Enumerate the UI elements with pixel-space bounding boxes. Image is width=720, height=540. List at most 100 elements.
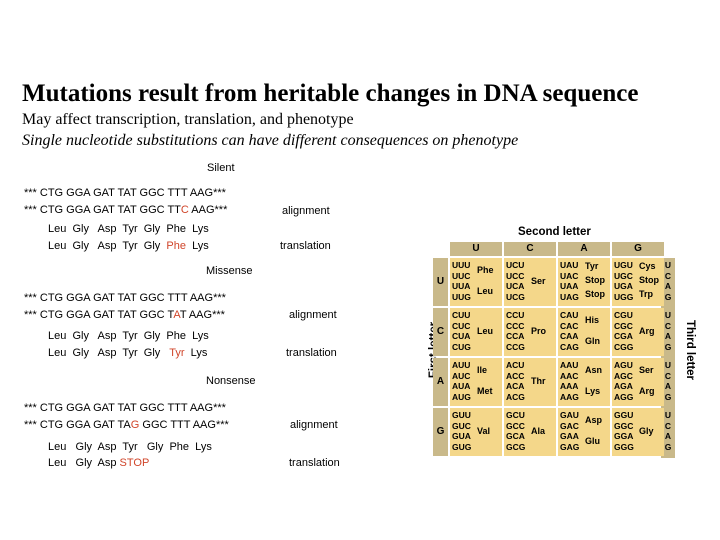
- silent-heading: Silent: [207, 162, 235, 174]
- silent-seq-mutant: *** CTG GGA GAT TAT GGC TTC AAG***: [24, 204, 228, 216]
- codon-list: GUU GUC GUA GUG: [452, 410, 472, 452]
- codon-row-header: G: [433, 408, 448, 456]
- third-letter-label: Third letter: [684, 319, 696, 381]
- amino-acid-label: Asp: [585, 415, 603, 425]
- nonsense-mutation: G: [130, 419, 140, 431]
- nonsense-seq-mutant: *** CTG GGA GAT TAG GGC TTT AAG***: [24, 419, 229, 431]
- nonsense-aa-mutant: Leu Gly Asp STOP: [48, 457, 150, 469]
- codon-cell: UAU UAC UAA UAG Tyr Stop Stop: [558, 258, 610, 306]
- missense-heading: Missense: [206, 265, 253, 277]
- amino-acid-label: Lys: [585, 386, 601, 396]
- codon-row-header: A: [433, 358, 448, 406]
- amino-acid-label: Ser: [639, 365, 654, 375]
- nonsense-stop: STOP: [119, 457, 150, 469]
- amino-acid-label: Arg: [639, 386, 655, 396]
- codon-list: CGU CGC CGA CGG: [614, 310, 634, 352]
- nonsense-aa-original: Leu Gly Asp Tyr Gly Phe Lys: [48, 441, 212, 453]
- codon-cell: AUU AUC AUA AUG Ile Met: [450, 358, 502, 406]
- codon-cell: CCU CCC CCA CCG Pro: [504, 308, 556, 356]
- missense-aa-mutant: Leu Gly Asp Tyr Gly Tyr Lys: [48, 347, 208, 359]
- codon-list: GAU GAC GAA GAG: [560, 410, 580, 452]
- codon-cell: UCU UCC UCA UCG Ser: [504, 258, 556, 306]
- codon-cell: UUU UUC UUA UUG Phe Leu: [450, 258, 502, 306]
- amino-acid-label: Pro: [531, 326, 547, 336]
- codon-col-header: C: [504, 242, 556, 256]
- nonsense-seq-original: *** CTG GGA GAT TAT GGC TTT AAG***: [24, 402, 226, 414]
- amino-acid-label: Asn: [585, 365, 603, 375]
- slide-title: Mutations result from heritable changes …: [22, 80, 639, 107]
- codon-cell: GAU GAC GAA GAG Asp Glu: [558, 408, 610, 456]
- codon-col-header: U: [450, 242, 502, 256]
- missense-seq-original: *** CTG GGA GAT TAT GGC TTT AAG***: [24, 292, 226, 304]
- codon-row-header: C: [433, 308, 448, 356]
- codon-list: AGU AGC AGA AGG: [614, 360, 634, 402]
- subtitle-1: May affect transcription, translation, a…: [22, 111, 354, 128]
- codon-col-header: G: [612, 242, 664, 256]
- codon-cell: CGU CGC CGA CGG Arg: [612, 308, 664, 356]
- codon-third-letters: U C A G: [661, 308, 675, 358]
- silent-translation-label: translation: [280, 240, 331, 252]
- codon-third-letters: U C A G: [661, 408, 675, 458]
- nonsense-translation-label: translation: [289, 457, 340, 469]
- missense-aa-change: Tyr: [169, 347, 185, 359]
- silent-aa-change: Phe: [166, 240, 186, 252]
- missense-translation-label: translation: [286, 347, 337, 359]
- missense-mutation: A: [173, 309, 180, 321]
- amino-acid-label: Ser: [531, 276, 546, 286]
- amino-acid-label: Thr: [531, 376, 546, 386]
- codon-list: AUU AUC AUA AUG: [452, 360, 471, 402]
- codon-cell: AGU AGC AGA AGG Ser Arg: [612, 358, 664, 406]
- amino-acid-label: His: [585, 315, 600, 325]
- amino-acid-label: Met: [477, 386, 493, 396]
- codon-list: GCU GCC GCA GCG: [506, 410, 526, 452]
- codon-list: UAU UAC UAA UAG: [560, 260, 579, 302]
- codon-list: UGU UGC UGA UGG: [614, 260, 634, 302]
- subtitle-2: Single nucleotide substitutions can have…: [22, 132, 519, 149]
- nonsense-heading: Nonsense: [206, 375, 256, 387]
- amino-acid-label: Leu: [477, 326, 494, 336]
- amino-acid-label: Cys: [639, 261, 656, 271]
- codon-third-letters: U C A G: [661, 258, 675, 308]
- amino-acid-label: Gly: [639, 426, 654, 436]
- amino-acid-label: Stop: [585, 289, 605, 299]
- amino-acid-label: Gln: [585, 336, 600, 346]
- silent-mutation: C: [180, 204, 189, 216]
- amino-acid-label: Glu: [585, 436, 600, 446]
- codon-cell: ACU ACC ACA ACG Thr: [504, 358, 556, 406]
- codon-list: AAU AAC AAA AAG: [560, 360, 579, 402]
- codon-list: CUU CUC CUA CUG: [452, 310, 471, 352]
- codon-col-header: A: [558, 242, 610, 256]
- silent-alignment-label: alignment: [282, 205, 330, 217]
- amino-acid-label: Arg: [639, 326, 655, 336]
- codon-cell: UGU UGC UGA UGG Cys Stop Trp: [612, 258, 664, 306]
- codon-cell: GUU GUC GUA GUG Val: [450, 408, 502, 456]
- nonsense-alignment-label: alignment: [290, 419, 338, 431]
- amino-acid-label: Tyr: [585, 261, 599, 271]
- silent-seq-original: *** CTG GGA GAT TAT GGC TTT AAG***: [24, 187, 226, 199]
- codon-row-header: U: [433, 258, 448, 306]
- codon-list: CCU CCC CCA CCG: [506, 310, 525, 352]
- silent-aa-original: Leu Gly Asp Tyr Gly Phe Lys: [48, 223, 209, 235]
- codon-third-letters: U C A G: [661, 358, 675, 408]
- missense-aa-original: Leu Gly Asp Tyr Gly Phe Lys: [48, 330, 209, 342]
- amino-acid-label: Val: [477, 426, 491, 436]
- missense-seq-mutant: *** CTG GGA GAT TAT GGC TAT AAG***: [24, 309, 225, 321]
- codon-cell: GGU GGC GGA GGG Gly: [612, 408, 664, 456]
- codon-cell: AAU AAC AAA AAG Asn Lys: [558, 358, 610, 406]
- amino-acid-label: Ile: [477, 365, 488, 375]
- codon-list: CAU CAC CAA CAG: [560, 310, 579, 352]
- codon-list: UCU UCC UCA UCG: [506, 260, 525, 302]
- amino-acid-label: Trp: [639, 289, 654, 299]
- codon-cell: GCU GCC GCA GCG Ala: [504, 408, 556, 456]
- missense-alignment-label: alignment: [289, 309, 337, 321]
- codon-table: Second letter First letter Third letter …: [418, 222, 696, 458]
- codon-cell: CAU CAC CAA CAG His Gln: [558, 308, 610, 356]
- codon-list: ACU ACC ACA ACG: [506, 360, 525, 402]
- amino-acid-label: Phe: [477, 265, 494, 275]
- second-letter-label: Second letter: [518, 226, 591, 238]
- codon-list: GGU GGC GGA GGG: [614, 410, 634, 452]
- codon-cell: CUU CUC CUA CUG Leu: [450, 308, 502, 356]
- amino-acid-label: Stop: [585, 275, 605, 285]
- amino-acid-label: Leu: [477, 286, 494, 296]
- amino-acid-label: Stop: [639, 275, 659, 285]
